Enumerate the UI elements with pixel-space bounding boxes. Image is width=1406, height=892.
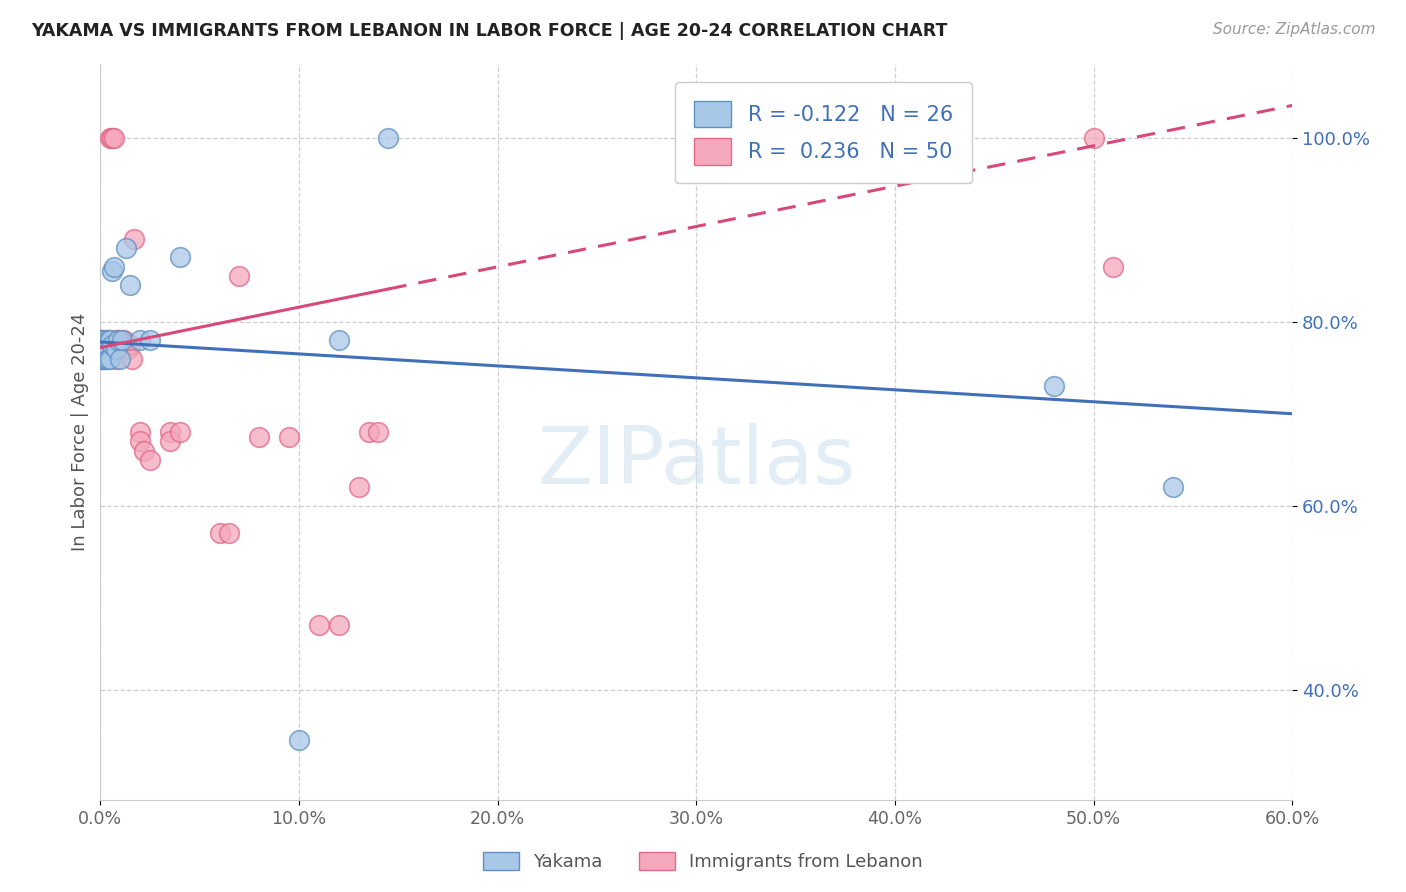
Point xyxy=(110,337,132,351)
Point xyxy=(105,343,128,357)
Point xyxy=(110,351,132,366)
Point xyxy=(97,351,120,366)
Point xyxy=(115,337,138,351)
Point xyxy=(101,130,124,145)
Legend: Yakama, Immigrants from Lebanon: Yakama, Immigrants from Lebanon xyxy=(475,845,931,879)
Point xyxy=(105,333,128,347)
Point xyxy=(101,264,124,278)
Point xyxy=(132,443,155,458)
Point xyxy=(121,351,143,366)
Point xyxy=(122,232,145,246)
Point xyxy=(218,526,240,541)
Point xyxy=(107,343,129,357)
Point xyxy=(139,452,162,467)
Point xyxy=(91,343,114,357)
Point xyxy=(139,333,162,347)
Point xyxy=(129,434,152,449)
Point xyxy=(328,618,350,632)
Point xyxy=(1102,260,1125,274)
Point xyxy=(91,333,114,347)
Point xyxy=(98,130,121,145)
Point xyxy=(96,351,118,366)
Point xyxy=(228,268,250,283)
Point xyxy=(1043,379,1066,393)
Point xyxy=(120,337,142,351)
Point xyxy=(107,333,129,347)
Point xyxy=(117,343,139,357)
Point xyxy=(93,343,115,357)
Point xyxy=(110,333,132,347)
Legend: R = -0.122   N = 26, R =  0.236   N = 50: R = -0.122 N = 26, R = 0.236 N = 50 xyxy=(675,82,972,183)
Point xyxy=(115,241,138,255)
Point xyxy=(93,333,115,347)
Point xyxy=(98,337,121,351)
Point xyxy=(1083,130,1105,145)
Point xyxy=(129,333,152,347)
Point xyxy=(96,333,118,347)
Point xyxy=(107,337,129,351)
Point xyxy=(377,130,399,145)
Text: YAKAMA VS IMMIGRANTS FROM LEBANON IN LABOR FORCE | AGE 20-24 CORRELATION CHART: YAKAMA VS IMMIGRANTS FROM LEBANON IN LAB… xyxy=(31,22,948,40)
Point xyxy=(91,333,114,347)
Point xyxy=(288,733,311,747)
Point xyxy=(103,130,125,145)
Point xyxy=(96,337,118,351)
Text: Source: ZipAtlas.com: Source: ZipAtlas.com xyxy=(1212,22,1375,37)
Point xyxy=(91,351,114,366)
Point xyxy=(93,351,115,366)
Point xyxy=(169,425,191,439)
Point xyxy=(103,337,125,351)
Point xyxy=(105,351,128,366)
Point xyxy=(91,337,114,351)
Point xyxy=(367,425,389,439)
Point xyxy=(98,333,121,347)
Point xyxy=(90,333,112,347)
Point xyxy=(98,351,121,366)
Point xyxy=(101,130,124,145)
Point xyxy=(278,430,301,444)
Point xyxy=(1161,480,1184,494)
Point xyxy=(97,337,120,351)
Point xyxy=(93,343,115,357)
Point xyxy=(120,277,142,292)
Point xyxy=(97,333,120,347)
Point xyxy=(91,351,114,366)
Point xyxy=(308,618,330,632)
Point xyxy=(169,250,191,264)
Point xyxy=(103,260,125,274)
Y-axis label: In Labor Force | Age 20-24: In Labor Force | Age 20-24 xyxy=(72,313,89,551)
Point xyxy=(357,425,380,439)
Point xyxy=(107,333,129,347)
Point xyxy=(101,343,124,357)
Text: ZIPatlas: ZIPatlas xyxy=(537,423,855,500)
Point xyxy=(101,337,124,351)
Point xyxy=(93,333,115,347)
Point xyxy=(159,425,181,439)
Point xyxy=(111,333,134,347)
Point xyxy=(247,430,270,444)
Point xyxy=(347,480,370,494)
Point xyxy=(111,337,134,351)
Point xyxy=(159,434,181,449)
Point xyxy=(208,526,231,541)
Point xyxy=(105,337,128,351)
Point xyxy=(97,333,120,347)
Point xyxy=(328,333,350,347)
Point xyxy=(129,425,152,439)
Point xyxy=(96,343,118,357)
Point xyxy=(112,333,135,347)
